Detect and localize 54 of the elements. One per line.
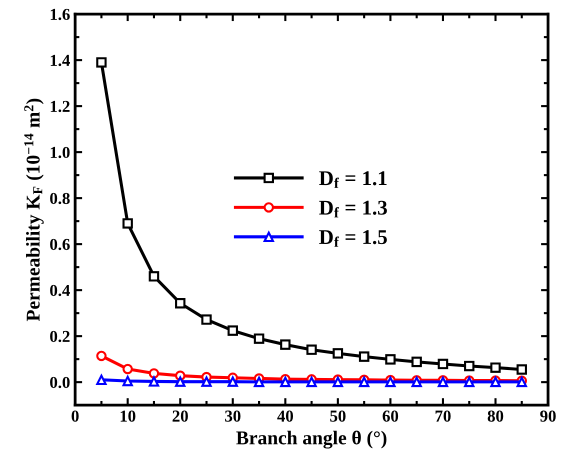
point: [280, 339, 291, 350]
point: [122, 218, 133, 229]
point: [228, 325, 238, 336]
point: [122, 376, 133, 386]
y-tick-label: 1.6: [50, 8, 70, 20]
x-tick-label: 50: [330, 410, 346, 422]
point: [228, 376, 238, 387]
point: [464, 360, 474, 372]
point: [96, 57, 107, 68]
point: [306, 344, 317, 355]
x-tick-label: 60: [382, 410, 398, 422]
point: [148, 271, 160, 282]
y-tick-label: 0.0: [50, 376, 70, 388]
point: [332, 348, 344, 359]
y-tick-label: 0.6: [50, 238, 70, 250]
point: [254, 333, 264, 344]
point: [280, 376, 291, 388]
y-axis-title: Permeability K$_{F}$ (10$^{−14}$ m$^{2}$): [24, 98, 44, 322]
point: [201, 376, 212, 387]
point: [411, 356, 422, 368]
point: [96, 350, 107, 362]
x-axis-title: Branch angle θ (°): [236, 430, 386, 449]
y-tick-label: 1.0: [50, 146, 70, 158]
y-tick-label: 1.4: [50, 54, 70, 66]
y-tick-label: 1.2: [50, 100, 70, 112]
x-tick-label: 40: [277, 410, 294, 422]
x-tick-label: 0: [72, 410, 79, 422]
x-tick-label: 10: [120, 410, 136, 422]
x-tick-label: 90: [540, 410, 556, 422]
point: [201, 314, 212, 325]
point: [438, 358, 448, 370]
point: [148, 368, 160, 379]
legend-label: D$_{f}$ = 1.5: [319, 230, 387, 247]
y-tick-label: 0.8: [50, 192, 70, 204]
y-tick-label: 0.2: [50, 330, 70, 342]
legend-label: D$_{f}$ = 1.3: [319, 200, 387, 218]
point: [385, 354, 396, 365]
point: [96, 374, 107, 386]
point: [306, 376, 317, 388]
x-tick-label: 20: [172, 410, 188, 422]
point: [358, 351, 370, 362]
point: [148, 376, 160, 387]
point: [175, 376, 186, 387]
point: [122, 364, 133, 374]
x-tick-label: 80: [488, 410, 504, 422]
x-tick-label: 70: [436, 410, 451, 422]
point: [490, 362, 501, 373]
point: [175, 298, 186, 308]
point: [332, 376, 344, 388]
point: [516, 364, 527, 375]
x-tick-label: 30: [225, 410, 240, 422]
point: [254, 376, 264, 388]
legend-label: D$_{f}$ = 1.1: [319, 171, 387, 188]
y-tick-label: 0.4: [50, 284, 70, 296]
